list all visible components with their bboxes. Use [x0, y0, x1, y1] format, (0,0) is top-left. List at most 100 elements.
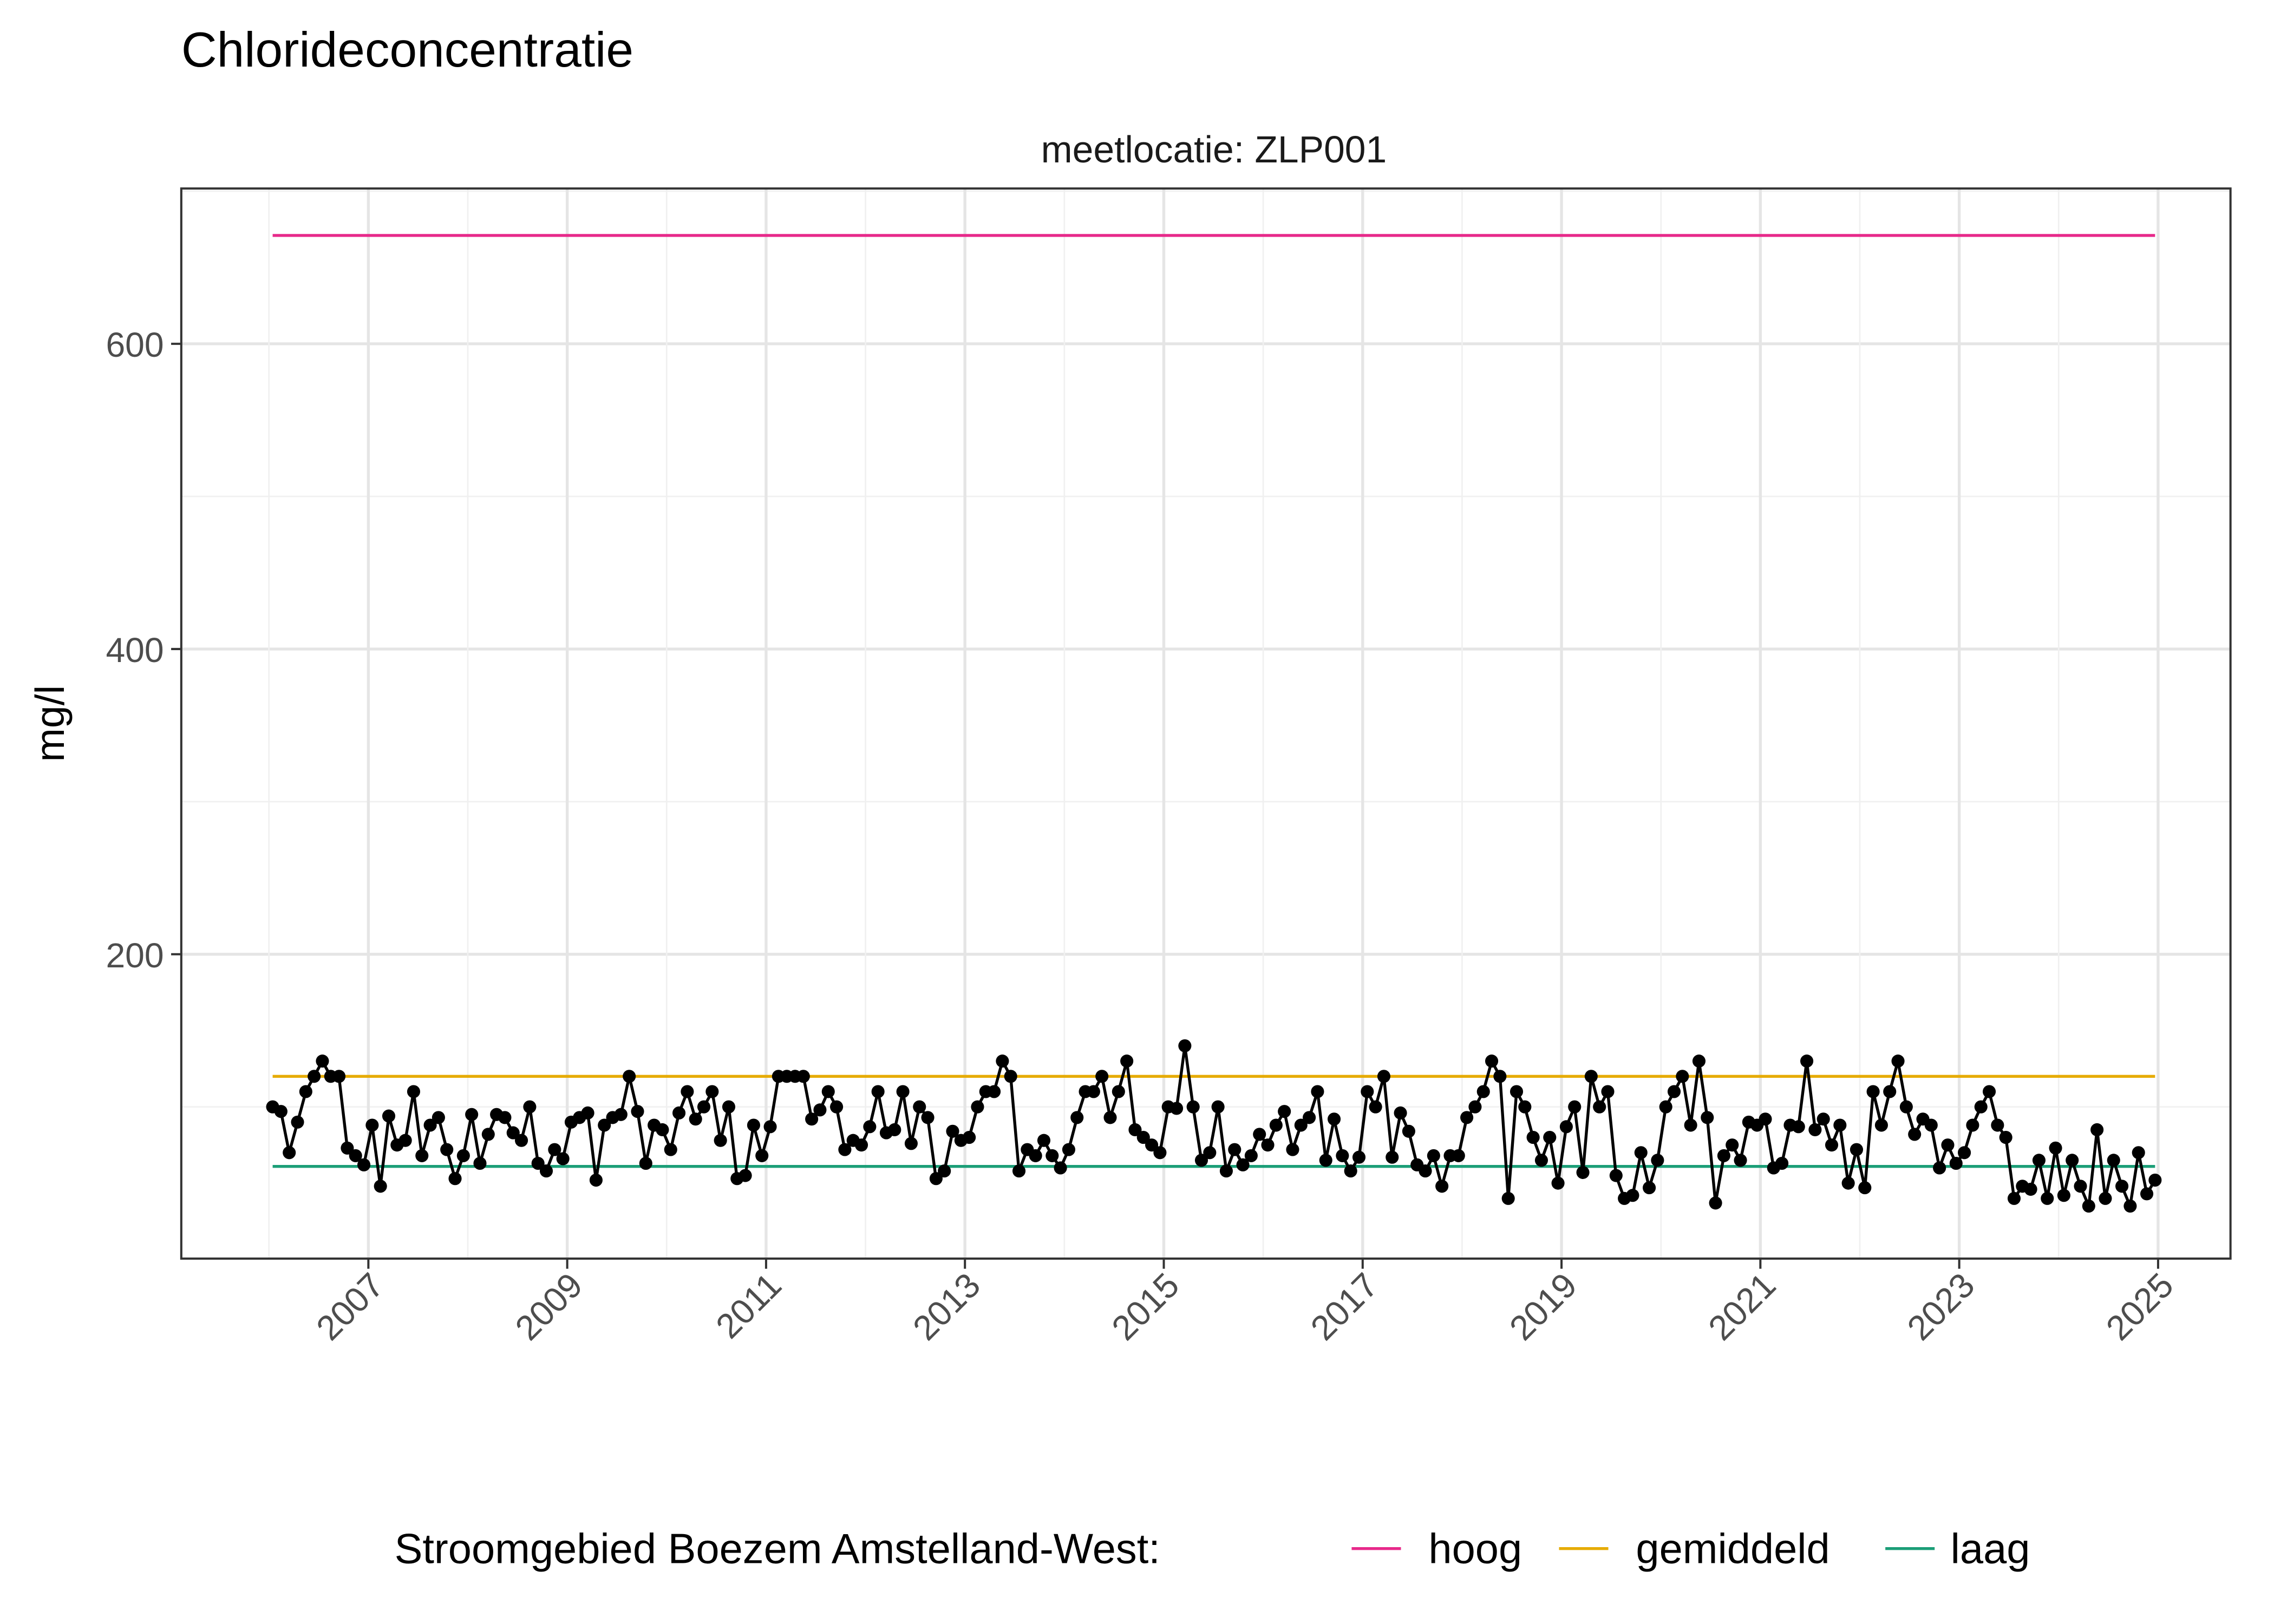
data-point	[871, 1085, 885, 1098]
data-point	[1029, 1149, 1042, 1162]
data-point	[1759, 1112, 1772, 1126]
data-point	[291, 1115, 304, 1129]
data-point	[996, 1055, 1009, 1068]
data-point	[1269, 1118, 1283, 1132]
data-point	[2057, 1189, 2070, 1202]
data-point	[1734, 1154, 1747, 1167]
data-point	[1253, 1128, 1266, 1141]
data-point	[1236, 1158, 1250, 1171]
data-point	[1626, 1189, 1639, 1202]
data-point	[1874, 1118, 1888, 1132]
data-point	[2140, 1187, 2154, 1201]
data-point	[283, 1146, 296, 1160]
data-point	[2090, 1123, 2104, 1137]
data-point	[821, 1085, 835, 1098]
data-point	[1510, 1085, 1524, 1098]
data-point	[681, 1085, 694, 1098]
data-point	[1045, 1149, 1059, 1162]
data-point	[1726, 1138, 1739, 1152]
data-point	[448, 1172, 462, 1186]
data-point	[1219, 1164, 1233, 1178]
data-point	[407, 1085, 421, 1098]
data-point	[1974, 1100, 1988, 1114]
data-point	[1319, 1154, 1332, 1167]
data-point	[1593, 1100, 1606, 1114]
data-point	[1816, 1112, 1830, 1126]
data-point	[539, 1164, 553, 1178]
data-point	[2115, 1180, 2129, 1193]
data-point	[332, 1070, 346, 1083]
data-point	[1841, 1176, 1855, 1190]
data-point	[739, 1169, 752, 1182]
data-point	[1145, 1138, 1159, 1152]
data-point	[1054, 1161, 1067, 1175]
data-point	[2041, 1191, 2054, 1205]
data-point	[664, 1143, 677, 1156]
data-point	[1534, 1154, 1548, 1167]
y-axis: 200 400 600	[106, 325, 181, 975]
data-point	[2074, 1180, 2087, 1193]
data-series	[266, 1039, 2162, 1213]
y-tick-label: 600	[106, 325, 164, 364]
data-point	[971, 1100, 984, 1114]
x-tick-label: 2019	[1502, 1266, 1584, 1348]
data-point	[299, 1085, 312, 1098]
data-point	[415, 1149, 429, 1162]
data-point	[1087, 1085, 1100, 1098]
chart-title: Chlorideconcentratie	[181, 23, 633, 77]
data-point	[1526, 1131, 1540, 1144]
data-point	[556, 1152, 570, 1165]
data-point	[1709, 1196, 1722, 1210]
data-point	[1551, 1176, 1565, 1190]
data-point	[598, 1118, 611, 1132]
data-point	[656, 1123, 669, 1137]
data-point	[1004, 1070, 1017, 1083]
data-point	[830, 1100, 844, 1114]
data-point	[631, 1105, 644, 1118]
y-tick-label: 200	[106, 936, 164, 975]
data-point	[2024, 1182, 2037, 1196]
data-point	[946, 1124, 959, 1138]
data-point	[1062, 1143, 1075, 1156]
legend: Stroomgebied Boezem Amstelland-West: hoo…	[395, 1526, 2030, 1573]
data-point	[714, 1134, 727, 1147]
data-point	[614, 1108, 628, 1121]
data-point	[1460, 1111, 1474, 1124]
data-point	[1394, 1106, 1407, 1120]
data-point	[1982, 1085, 1996, 1098]
data-point	[1941, 1138, 1955, 1152]
data-point	[921, 1111, 935, 1124]
data-point	[1858, 1181, 1872, 1195]
data-point	[1966, 1118, 1979, 1132]
series-line	[272, 1045, 2157, 1212]
data-point	[2032, 1154, 2046, 1167]
data-point	[2049, 1141, 2062, 1155]
data-point	[523, 1100, 537, 1114]
data-point	[473, 1156, 487, 1170]
data-point	[349, 1149, 362, 1162]
data-point	[1278, 1105, 1291, 1118]
data-point	[1568, 1100, 1582, 1114]
data-point	[689, 1112, 702, 1126]
data-point	[904, 1137, 918, 1150]
data-point	[838, 1143, 852, 1156]
data-point	[2007, 1191, 2021, 1205]
data-point	[2132, 1146, 2145, 1160]
data-point	[1194, 1154, 1208, 1167]
data-point	[1800, 1055, 1814, 1068]
data-point	[515, 1134, 528, 1147]
x-tick-label: 2015	[1105, 1266, 1187, 1348]
data-point	[1095, 1070, 1109, 1083]
data-point	[498, 1111, 512, 1124]
x-tick-label: 2017	[1303, 1266, 1386, 1348]
data-point	[1120, 1055, 1134, 1068]
data-point	[813, 1103, 827, 1117]
x-tick-label: 2013	[905, 1266, 988, 1348]
x-axis: 2007 2009 2011 2013 2015 2017 2019 2021 2023 2025	[309, 1259, 2181, 1348]
data-point	[1692, 1055, 1706, 1068]
data-point	[1070, 1111, 1084, 1124]
data-point	[365, 1118, 379, 1132]
data-point	[423, 1118, 437, 1132]
data-point	[589, 1173, 603, 1187]
data-point	[432, 1111, 445, 1124]
